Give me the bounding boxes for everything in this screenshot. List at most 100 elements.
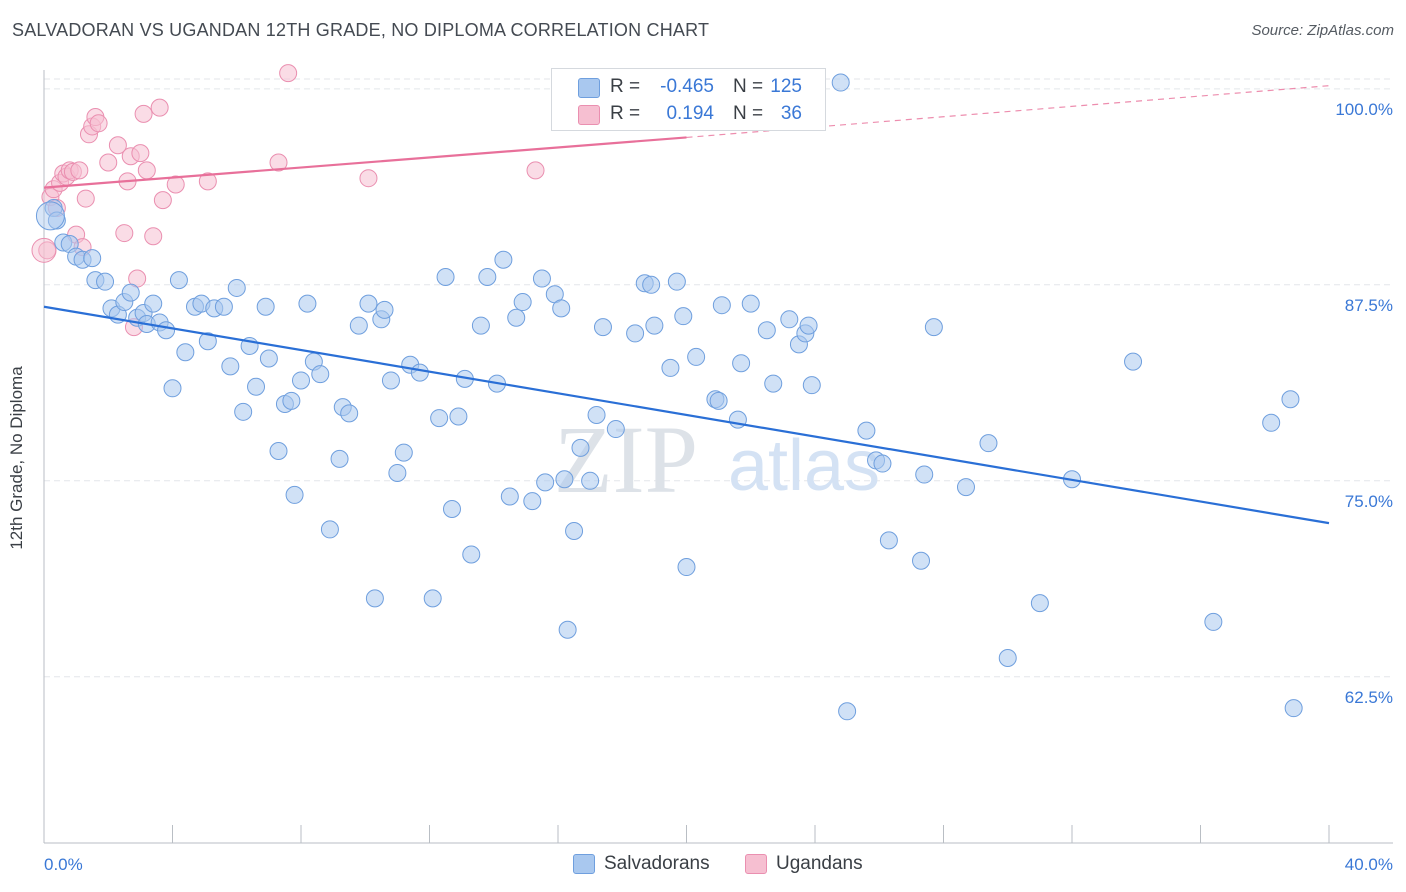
legend-swatch-pink <box>578 105 600 125</box>
salvadorans-point <box>234 402 253 421</box>
correlation-legend: R = -0.465 N = 125 R = 0.194 N = 36 <box>551 68 826 131</box>
salvadorans-point <box>998 648 1017 667</box>
salvadorans-point <box>709 391 728 410</box>
salvadorans-point <box>1030 594 1049 613</box>
salvadorans-point <box>176 343 195 362</box>
salvadorans-point <box>571 438 590 457</box>
ugandans-point <box>166 175 185 194</box>
salvadorans-point <box>359 294 378 313</box>
salvadorans-point <box>35 201 65 231</box>
source-credit: Source: ZipAtlas.com <box>1251 22 1394 39</box>
ugandans-point <box>115 224 134 243</box>
salvadorans-point <box>1204 612 1223 631</box>
x-tick-label: 40.0% <box>1345 855 1393 874</box>
salvadorans-point <box>593 318 612 337</box>
salvadorans-point <box>292 371 310 390</box>
ugandans-point <box>269 153 288 172</box>
salvadorans-point <box>500 487 519 506</box>
salvadorans-point <box>96 272 115 291</box>
salvadorans-point <box>912 551 931 570</box>
salvadorans-point <box>606 420 625 439</box>
legend-r-label: R = <box>610 103 641 124</box>
salvadorans-point <box>532 269 551 288</box>
salvadorans-point <box>442 500 461 519</box>
salvadorans-point <box>712 296 731 315</box>
y-tick-label: 75.0% <box>1345 492 1393 511</box>
salvadorans-point <box>121 283 140 302</box>
y-axis-label: 12th Grade, No Diploma <box>7 366 26 550</box>
series-legend: Salvadorans Ugandans <box>0 852 1406 878</box>
salvadorans-point <box>642 275 661 294</box>
salvadorans-point <box>581 471 600 490</box>
watermark-atlas: atlas <box>728 426 880 506</box>
legend-r-label: R = <box>610 76 641 97</box>
tick-labels: 62.5% 75.0% 87.5% 100.0% 0.0% 40.0% <box>44 100 1393 874</box>
ugandans-trend-line <box>43 136 687 189</box>
ugandans-point <box>150 98 169 117</box>
ugandans-points <box>31 64 545 337</box>
watermark: ZIP atlas <box>554 406 880 513</box>
salvadorans-point <box>924 318 943 337</box>
legend-swatch-blue <box>578 78 600 98</box>
salvadorans-point <box>799 316 818 335</box>
salvadorans-point <box>365 589 384 608</box>
x-tick-label: 0.0% <box>44 855 83 874</box>
legend-r-value: 0.194 <box>666 103 714 124</box>
y-tick-label: 87.5% <box>1345 296 1393 315</box>
ugandans-point <box>279 64 298 83</box>
salvadorans-point <box>227 278 246 297</box>
watermark-zip: ZIP <box>554 406 698 513</box>
salvadorans-point <box>764 374 783 393</box>
salvadorans-point <box>214 297 233 316</box>
salvadorans-point <box>879 531 898 550</box>
ugandans-point <box>89 114 108 133</box>
salvadorans-point <box>478 267 497 286</box>
ugandans-point <box>76 189 95 208</box>
legend-n-value: 36 <box>780 103 802 124</box>
ugandans-point <box>134 104 153 123</box>
salvadorans-point <box>349 316 368 335</box>
salvadorans-point <box>259 349 278 368</box>
salvadorans-point <box>558 620 577 639</box>
salvadorans-point <box>1284 699 1303 718</box>
salvadorans-point <box>394 443 413 462</box>
salvadorans-point <box>410 363 429 382</box>
legend-swatch-blue <box>573 854 595 874</box>
trend-lines <box>43 85 1330 525</box>
ugandans-point <box>526 161 545 180</box>
salvadorans-point <box>741 294 760 313</box>
salvadorans-point <box>555 470 574 489</box>
ugandans-point <box>359 169 378 188</box>
salvadorans-point <box>857 421 876 440</box>
salvadorans-point <box>320 520 339 539</box>
ugandans-point <box>70 161 89 180</box>
salvadorans-point <box>471 316 490 335</box>
salvadorans-point <box>1124 352 1143 371</box>
salvadorans-point <box>565 521 584 540</box>
salvadorans-points <box>35 73 1303 721</box>
salvadorans-point <box>552 299 571 318</box>
legend-n-label: N = <box>733 103 764 124</box>
salvadorans-point <box>449 407 468 426</box>
salvadorans-point <box>436 267 455 286</box>
salvadorans-point <box>757 321 776 340</box>
salvadorans-point <box>282 391 301 410</box>
gridlines <box>44 78 1393 678</box>
salvadorans-point <box>979 434 998 453</box>
salvadorans-point <box>144 294 163 313</box>
salvadorans-point <box>831 73 850 92</box>
salvadorans-point <box>873 454 892 473</box>
salvadorans-point <box>1281 390 1300 409</box>
salvadorans-point <box>269 442 288 461</box>
ugandans-point <box>99 153 118 172</box>
salvadorans-point <box>667 272 686 291</box>
salvadorans-point <box>802 376 821 395</box>
salvadorans-point <box>157 321 176 340</box>
salvadorans-point <box>507 308 526 327</box>
salvadorans-point <box>285 485 304 504</box>
salvadorans-point <box>375 300 394 319</box>
salvadorans-point <box>626 324 645 343</box>
salvadorans-point <box>677 558 696 577</box>
ugandans-point <box>144 227 163 246</box>
